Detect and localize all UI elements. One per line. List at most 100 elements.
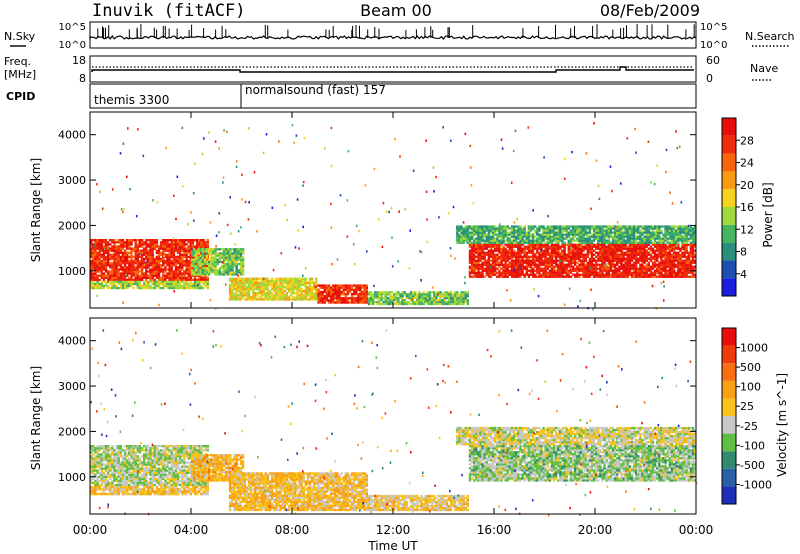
power-cell xyxy=(508,263,512,266)
power-cell xyxy=(559,247,562,250)
power-cell xyxy=(536,269,539,272)
power-cell xyxy=(405,293,408,296)
power-cell xyxy=(176,247,180,250)
power-cell xyxy=(166,282,169,286)
power-cell xyxy=(664,271,667,274)
freq-panel xyxy=(89,55,697,83)
power-cell xyxy=(271,292,274,295)
power-cell xyxy=(191,262,194,266)
power-cell xyxy=(386,300,390,304)
power-cell xyxy=(149,264,152,267)
power-cell xyxy=(685,245,688,248)
power-cell xyxy=(481,229,484,232)
power-cell xyxy=(405,302,408,306)
power-cell xyxy=(102,272,106,275)
power-cell xyxy=(521,265,524,268)
power-cell xyxy=(136,270,139,273)
power-cell xyxy=(592,233,596,236)
power-cell xyxy=(200,243,203,246)
power-cell xyxy=(527,225,531,228)
power-cell xyxy=(670,239,674,242)
power-cell xyxy=(512,233,516,236)
power-cell xyxy=(411,293,415,296)
power-cell xyxy=(498,257,501,260)
power-cell xyxy=(100,266,103,269)
power-cell xyxy=(512,271,516,274)
power-cell xyxy=(235,271,238,274)
power-cell xyxy=(96,262,99,265)
power-cell xyxy=(491,269,495,272)
power-cell xyxy=(683,275,686,278)
power-cell xyxy=(613,229,617,232)
power-cell xyxy=(563,267,566,270)
power-cell xyxy=(179,253,182,256)
power-cell xyxy=(681,225,684,228)
power-cell xyxy=(639,257,642,260)
power-cell xyxy=(94,274,97,277)
power-cell xyxy=(107,253,110,256)
power-cell xyxy=(637,269,640,272)
power-cell xyxy=(559,233,562,236)
power-cell xyxy=(599,229,602,232)
power-cell xyxy=(203,248,207,251)
power-cell xyxy=(241,252,245,255)
power-cell xyxy=(149,251,152,254)
power-cell xyxy=(130,264,133,267)
power-cell xyxy=(599,233,602,236)
power-cell xyxy=(515,269,518,272)
power-cell xyxy=(677,225,680,228)
power-cell xyxy=(403,299,406,302)
power-cell xyxy=(241,277,244,280)
power-cell xyxy=(203,260,207,264)
power-cell xyxy=(508,261,512,264)
power-cell xyxy=(557,265,560,268)
power-cell xyxy=(475,229,478,232)
power-cell xyxy=(506,269,509,272)
power-cell xyxy=(111,247,114,250)
power-cell xyxy=(510,247,514,250)
power-cell xyxy=(548,261,552,264)
power-cell xyxy=(174,249,178,252)
power-cell xyxy=(565,253,568,256)
power-cell xyxy=(456,225,459,228)
power-cell xyxy=(168,268,171,271)
power-cell xyxy=(281,290,284,293)
power-cell xyxy=(222,254,226,257)
power-cell xyxy=(544,253,547,256)
power-cell xyxy=(210,254,213,257)
power-cell xyxy=(641,259,644,262)
power-cell xyxy=(104,262,108,265)
power-cell xyxy=(239,250,243,253)
power-cell xyxy=(544,233,547,236)
power-cell xyxy=(428,300,432,304)
power-cell xyxy=(258,277,261,280)
power-cell xyxy=(515,257,518,260)
power-cell xyxy=(435,293,438,296)
power-cell xyxy=(96,284,99,288)
power-cell xyxy=(155,245,159,248)
power-cell xyxy=(626,275,629,278)
power-cell xyxy=(464,229,467,232)
power-cell xyxy=(195,269,198,272)
power-cell xyxy=(241,264,245,268)
power-cell xyxy=(630,257,634,260)
power-cell xyxy=(310,290,314,293)
power-cell xyxy=(542,249,545,252)
power-cell xyxy=(308,287,312,291)
power-cell xyxy=(597,229,600,232)
power-cell xyxy=(187,262,190,265)
power-cell xyxy=(630,233,634,236)
power-cell xyxy=(202,239,205,242)
power-cell xyxy=(506,225,509,228)
power-cell xyxy=(683,225,686,228)
power-cell xyxy=(597,233,600,236)
power-cell xyxy=(181,274,184,277)
power-cell xyxy=(645,225,648,228)
power-cell xyxy=(683,255,686,258)
power-cell xyxy=(468,261,472,264)
power-cell xyxy=(138,274,142,277)
power-cell xyxy=(555,241,558,244)
power-cell xyxy=(170,286,173,290)
power-cell xyxy=(233,283,236,287)
